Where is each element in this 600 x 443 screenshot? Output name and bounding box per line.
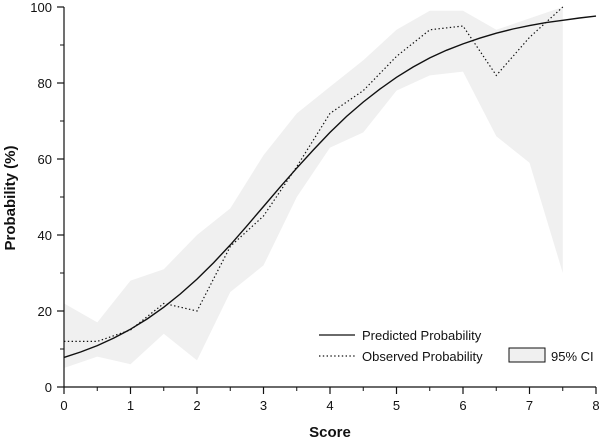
observed-probability-line bbox=[64, 6, 564, 342]
legend: Predicted Probability Observed Probabili… bbox=[319, 328, 594, 364]
ci-band bbox=[64, 7, 563, 368]
predicted-probability-line bbox=[63, 15, 597, 359]
x-tick-label: 8 bbox=[592, 398, 599, 413]
x-tick-label: 4 bbox=[326, 398, 333, 413]
legend-label-predicted: Predicted Probability bbox=[362, 328, 482, 343]
x-tick-label: 2 bbox=[193, 398, 200, 413]
x-tick-label: 7 bbox=[526, 398, 533, 413]
y-tick-label: 40 bbox=[38, 228, 52, 243]
y-tick-label: 60 bbox=[38, 152, 52, 167]
x-tick-label: 3 bbox=[260, 398, 267, 413]
x-tick-label: 1 bbox=[127, 398, 134, 413]
x-tick-label: 0 bbox=[60, 398, 67, 413]
y-axis-title: Probability (%) bbox=[2, 145, 19, 250]
x-axis-title: Score bbox=[309, 424, 351, 441]
y-tick-label: 20 bbox=[38, 304, 52, 319]
y-tick-label: 80 bbox=[38, 76, 52, 91]
legend-label-observed: Observed Probability bbox=[362, 349, 483, 364]
x-tick-label: 6 bbox=[459, 398, 466, 413]
x-tick-label: 5 bbox=[393, 398, 400, 413]
legend-label-ci: 95% CI bbox=[551, 349, 594, 364]
y-tick-label: 0 bbox=[45, 380, 52, 395]
y-tick-label: 100 bbox=[30, 0, 52, 15]
legend-swatch-ci bbox=[508, 347, 546, 363]
